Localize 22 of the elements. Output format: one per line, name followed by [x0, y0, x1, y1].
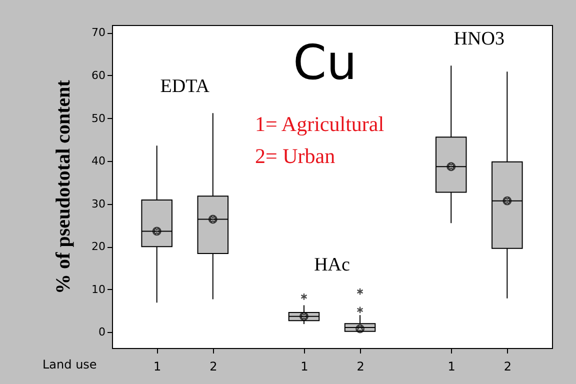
annotation: EDTA	[160, 76, 210, 98]
y-tick-label: 70	[92, 26, 106, 40]
y-axis-title: % of pseudototal content	[52, 80, 75, 294]
x-tick-label: 2	[504, 360, 512, 374]
annotation: 2= Urban	[255, 144, 336, 168]
y-tick-label: 60	[92, 68, 106, 82]
x-tick-label: 1	[448, 360, 456, 374]
x-tick-label: 2	[356, 360, 364, 374]
annotation: 1= Agricultural	[255, 112, 384, 136]
y-tick-label: 40	[92, 154, 106, 168]
x-tick-label: 2	[210, 360, 218, 374]
y-tick-label: 10	[92, 282, 106, 296]
x-tick-label: 1	[154, 360, 162, 374]
y-tick-label: 50	[92, 112, 106, 125]
y-tick-label: 0	[98, 326, 106, 339]
x-axis-title: Land use	[42, 358, 97, 372]
chart-title: Cu	[293, 35, 357, 91]
y-tick-label: 20	[92, 240, 106, 254]
annotation: HAc	[314, 254, 350, 276]
x-tick-label: 1	[300, 360, 308, 374]
annotation: HNO3	[454, 28, 504, 50]
y-tick-label: 30	[92, 197, 106, 210]
